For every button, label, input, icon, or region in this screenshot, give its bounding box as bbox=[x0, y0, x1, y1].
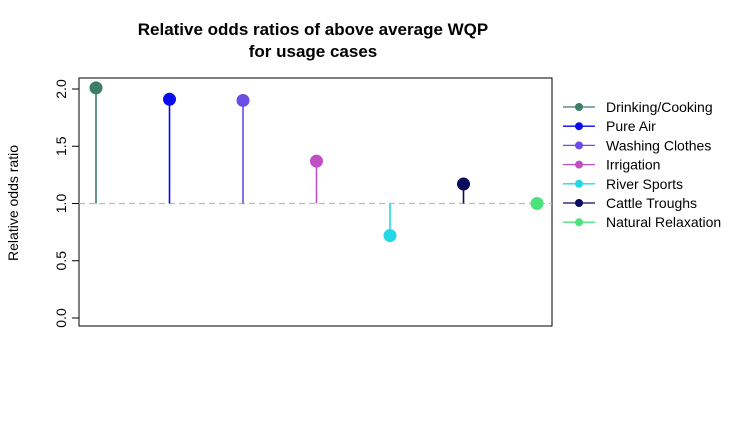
legend-label-0: Drinking/Cooking bbox=[606, 99, 713, 115]
legend-label-3: Irrigation bbox=[606, 157, 660, 173]
legend-marker-4 bbox=[575, 179, 583, 188]
legend-label-1: Pure Air bbox=[606, 118, 656, 134]
legend-marker-6 bbox=[575, 218, 583, 227]
y-tick-label: 1.5 bbox=[53, 136, 69, 156]
legend-label-4: River Sports bbox=[606, 176, 683, 192]
point-0 bbox=[89, 81, 103, 95]
plot-frame bbox=[78, 77, 553, 327]
y-tick-label: 0.0 bbox=[53, 308, 69, 328]
legend: Drinking/Cooking Pure Air Washing Clothes I… bbox=[563, 99, 721, 230]
y-axis: 0.0 0.5 1.0 1.5 2.0 bbox=[53, 79, 80, 328]
legend-marker-3 bbox=[575, 160, 583, 169]
legend-marker-2 bbox=[575, 141, 583, 150]
legend-marker-1 bbox=[575, 122, 583, 131]
chart-title-line-2: for usage cases bbox=[249, 42, 378, 61]
point-2 bbox=[236, 93, 250, 107]
y-tick-label: 1.0 bbox=[53, 194, 69, 214]
y-axis-label: Relative odds ratio bbox=[5, 145, 21, 261]
point-6 bbox=[530, 197, 544, 210]
lollipop-marks bbox=[89, 81, 544, 243]
point-4 bbox=[383, 229, 397, 243]
point-3 bbox=[310, 154, 323, 168]
legend-label-5: Cattle Troughs bbox=[606, 195, 697, 211]
legend-label-6: Natural Relaxation bbox=[606, 214, 721, 230]
y-tick-label: 0.5 bbox=[53, 251, 69, 271]
point-5 bbox=[457, 177, 470, 191]
point-1 bbox=[163, 92, 176, 106]
legend-marker-5 bbox=[575, 199, 583, 207]
y-tick-label: 2.0 bbox=[53, 79, 69, 99]
legend-marker-0 bbox=[575, 103, 583, 111]
chart-title-line-1: Relative odds ratios of above average WQ… bbox=[138, 20, 489, 39]
legend-label-2: Washing Clothes bbox=[606, 137, 711, 153]
